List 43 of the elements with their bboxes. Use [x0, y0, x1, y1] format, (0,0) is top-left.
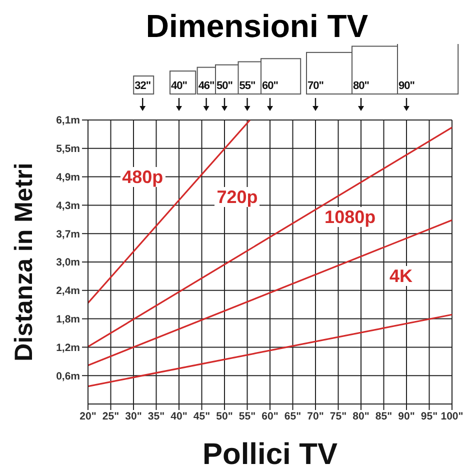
x-tick-label: 90": [398, 410, 415, 422]
y-axis-title: Distanza in Metri: [10, 162, 38, 362]
x2-tick-label: 50": [216, 80, 233, 92]
y-tick-label: 4,3m: [56, 200, 80, 212]
x-tick-label: 85": [375, 410, 392, 422]
x-tick-label: 40": [170, 410, 188, 422]
x2-tick-label: 60": [262, 80, 278, 92]
x2-tick-label: 40": [171, 80, 188, 92]
x-tick-label: 95": [420, 410, 438, 422]
y-tick-label: 0,6m: [56, 370, 80, 382]
x2-tick-label: 46": [198, 80, 215, 92]
annotation: 720p: [214, 186, 260, 207]
y-tick-label: 6,1m: [56, 114, 80, 127]
x-tick-label: 65": [284, 410, 302, 422]
annotation: 480p: [120, 166, 166, 187]
x-tick-label: 80": [352, 410, 370, 422]
y-tick-label: 3,7m: [56, 228, 80, 240]
y-tick-label: 3,0m: [56, 256, 80, 269]
x-tick-label: 70": [307, 410, 324, 422]
y-tick-label: 2,4m: [56, 285, 80, 298]
x-tick-label: 30": [125, 410, 142, 422]
x2-tick-label: 90": [398, 80, 415, 92]
x-tick-label: 35": [148, 410, 165, 422]
x2-tick-label: 32": [134, 80, 151, 92]
x-tick-label: 20": [80, 410, 96, 422]
x-tick-label: 25": [102, 410, 120, 422]
x2-tick-label: 80": [353, 80, 370, 92]
chart-title: Dimensioni TV: [144, 8, 370, 44]
x-tick-label: 60": [262, 410, 278, 422]
x2-tick-label: 55": [239, 80, 256, 92]
y-tick-label: 1,2m: [56, 342, 80, 354]
x-tick-label: 75": [330, 410, 347, 422]
annotation: 1080p: [322, 206, 378, 227]
x-tick-label: 50": [216, 410, 233, 422]
x2-tick-label: 70": [308, 80, 324, 92]
y-tick-label: 1,8m: [56, 314, 80, 326]
y-tick-label: 4,9m: [56, 172, 80, 184]
x-axis-title: Pollici TV: [202, 438, 338, 471]
y-tick-label: 5,5m: [56, 143, 80, 156]
x-tick-label: 45": [193, 410, 210, 422]
x-tick-label: 100": [440, 410, 464, 422]
annotation: 4K: [388, 266, 415, 286]
x-tick-label: 55": [238, 410, 256, 422]
